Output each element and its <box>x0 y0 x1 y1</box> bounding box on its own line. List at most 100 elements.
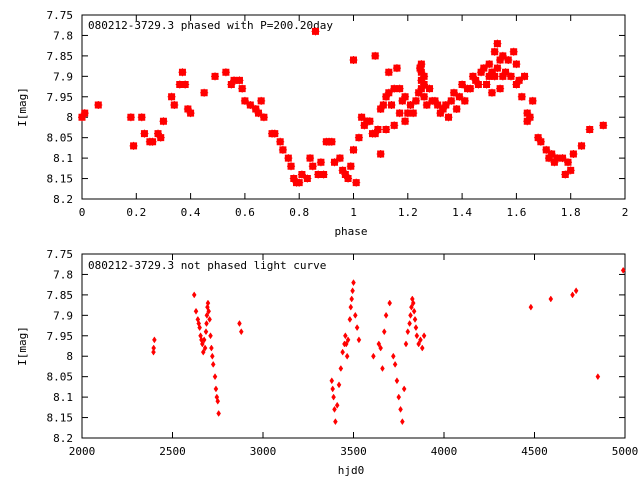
data-point <box>420 92 429 101</box>
data-point <box>335 154 344 163</box>
x-axis-label: hjd0 <box>338 464 365 477</box>
data-point <box>213 385 219 393</box>
y-tick-label: 7.9 <box>53 70 73 83</box>
y-tick-label: 8.2 <box>53 193 73 206</box>
data-point <box>201 336 207 344</box>
data-point <box>148 137 157 146</box>
data-point <box>202 344 208 352</box>
data-point <box>536 137 545 146</box>
y-tick-label: 7.75 <box>47 248 74 261</box>
data-point <box>444 113 453 122</box>
data-point <box>379 100 388 109</box>
data-point <box>344 174 353 183</box>
data-point <box>416 340 421 348</box>
data-point <box>276 137 285 146</box>
unphased-light-curve-plot: 2000 2500 3000 3500 4000 4500 5000 7.75 7.8 7.85… <box>16 248 638 477</box>
data-point <box>204 320 209 327</box>
data-point <box>345 336 351 344</box>
y-tick-label: 7.85 <box>47 289 74 302</box>
x-tick-label: 0.2 <box>126 206 146 219</box>
x-tick-label: 0.6 <box>235 206 255 219</box>
data-point <box>387 100 396 109</box>
data-point <box>395 109 404 118</box>
data-point <box>221 68 230 77</box>
data-point <box>347 315 353 323</box>
data-point <box>504 55 513 64</box>
y-axis-label: I[mag] <box>16 326 29 366</box>
data-point <box>216 410 221 417</box>
data-point <box>316 158 325 167</box>
data-point <box>349 55 358 64</box>
data-point <box>394 377 400 385</box>
data-point <box>178 68 187 77</box>
data-point <box>167 92 176 101</box>
data-point <box>365 117 374 126</box>
data-point <box>506 72 515 81</box>
data-point <box>487 88 496 97</box>
data-point <box>474 80 483 89</box>
data-point <box>284 154 293 163</box>
data-point <box>376 150 385 159</box>
data-point <box>414 332 420 340</box>
data-point <box>210 352 215 360</box>
y-tick-label: 7.75 <box>47 9 74 22</box>
data-point <box>295 178 304 187</box>
data-point <box>383 311 389 319</box>
y-axis-label: I[mag] <box>16 87 29 127</box>
x-tick-label: 2 <box>622 206 629 219</box>
data-point <box>410 299 416 307</box>
data-point <box>327 137 336 146</box>
data-point <box>425 84 434 93</box>
data-point <box>129 141 138 150</box>
data-point <box>197 324 202 332</box>
axis-ticks <box>81 14 626 200</box>
data-point <box>466 84 475 93</box>
data-point <box>447 96 456 105</box>
data-point <box>332 405 337 413</box>
data-point <box>395 84 404 93</box>
data-point <box>569 150 578 159</box>
data-point <box>200 88 209 97</box>
data-point <box>140 129 149 138</box>
data-point <box>392 64 401 73</box>
data-point <box>418 336 423 344</box>
data-point <box>409 303 414 311</box>
data-point <box>200 348 206 356</box>
data-point <box>126 113 135 122</box>
x-tick-label: 2000 <box>69 445 96 458</box>
data-point <box>413 324 419 332</box>
x-tick-label: 4000 <box>431 445 458 458</box>
data-point <box>329 377 335 385</box>
y-tick-label: 7.8 <box>53 29 73 42</box>
data-point <box>270 129 279 138</box>
data-point <box>330 385 335 393</box>
data-point <box>212 373 218 381</box>
data-point <box>380 365 385 372</box>
data-point <box>306 154 315 163</box>
data-point <box>585 125 594 134</box>
data-point <box>208 332 213 340</box>
data-point <box>452 105 461 114</box>
data-point <box>509 47 518 56</box>
data-point <box>520 72 529 81</box>
x-tick-label: 4500 <box>521 445 548 458</box>
data-point <box>490 72 499 81</box>
data-point <box>186 109 195 118</box>
y-tick-label: 8.1 <box>53 391 73 404</box>
data-point <box>334 401 340 409</box>
x-tick-labels: 2000 2500 3000 3500 4000 4500 5000 <box>69 445 639 458</box>
data-point <box>405 328 411 336</box>
y-tick-label: 7.85 <box>47 50 74 63</box>
data-point <box>211 72 220 81</box>
data-point <box>400 418 405 426</box>
data-point <box>391 352 396 360</box>
data-point <box>354 324 360 332</box>
chart-title: 080212-3729.3 phased with P=200.20day <box>88 19 333 32</box>
data-point <box>409 109 418 118</box>
y-tick-label: 8.05 <box>47 132 74 145</box>
data-point <box>215 397 221 405</box>
data-point <box>235 76 244 85</box>
y-tick-label: 7.95 <box>47 330 74 343</box>
data-point <box>311 27 320 36</box>
data-point <box>373 125 382 134</box>
